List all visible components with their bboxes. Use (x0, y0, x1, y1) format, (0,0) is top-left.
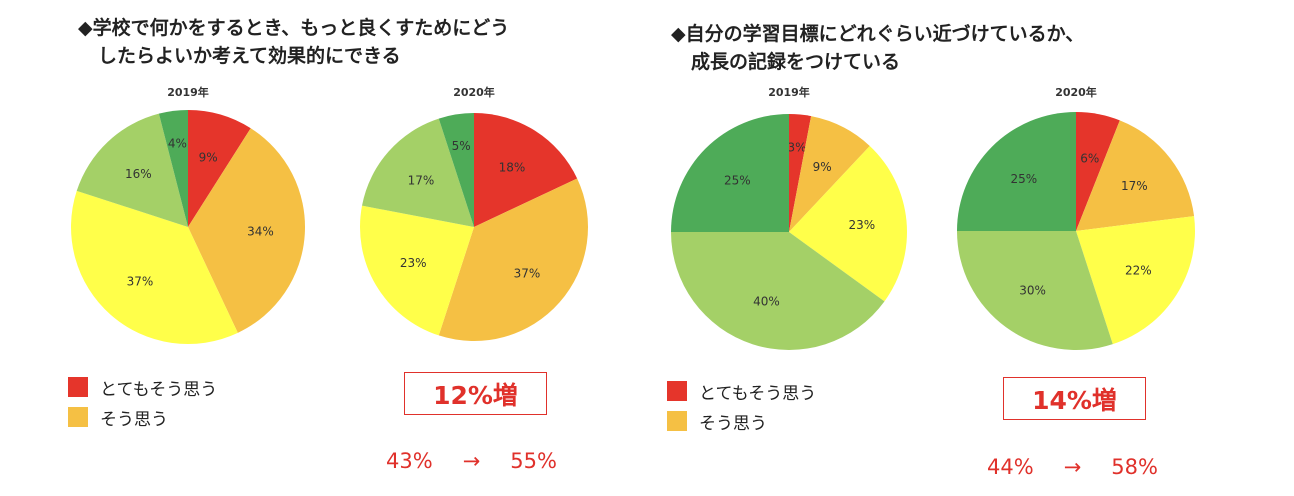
pie-slice-label: 25% (724, 173, 751, 187)
increase-badge: 12%増 (404, 372, 547, 415)
pie-slice-not-at-all (957, 112, 1076, 231)
legend-item-very-much: とてもそう思う (667, 376, 816, 406)
pie-slice-label: 34% (247, 225, 274, 239)
title-line-1: ◆自分の学習目標にどれぐらい近づけているか、 (671, 23, 1085, 45)
pie-slice-label: 37% (127, 274, 154, 288)
legend-item-very-much: とてもそう思う (68, 372, 217, 402)
pie-slice-label: 17% (1121, 179, 1148, 193)
pie-slice-very-much (1076, 112, 1120, 231)
legend-swatch-orange (68, 407, 88, 427)
pie-slice-label: 9% (199, 150, 218, 164)
pie-slice-very-much (474, 113, 578, 227)
legend-item-somewhat: そう思う (667, 406, 816, 436)
change-from: 44% (987, 455, 1034, 479)
pie-slice-label: 9% (813, 160, 832, 174)
pie-slice-label: 23% (400, 256, 427, 270)
legend-swatch-red (667, 381, 687, 401)
increase-badge: 14%増 (1003, 377, 1146, 420)
pie-slice-very-much (789, 114, 812, 232)
change-to: 55% (510, 449, 557, 473)
panel-title: ◆自分の学習目標にどれぐらい近づけているか、 成長の記録をつけている (671, 20, 1271, 76)
pie-slice-not-much (671, 232, 885, 350)
pie-year-label: 2019年 (768, 85, 810, 99)
panel-title: ◆学校で何かをするとき、もっと良くすためにどう したらよいか考えて効果的にできる (78, 14, 638, 70)
legend-label: そう思う (699, 413, 767, 434)
title-line-2: したらよいか考えて効果的にできる (98, 45, 401, 67)
pie-slice-label: 17% (408, 173, 435, 187)
legend: とてもそう思う そう思う (68, 372, 217, 432)
legend-label: とてもそう思う (100, 379, 218, 400)
pie-slice-label: 40% (753, 295, 780, 309)
pie-chart-2019-right: 2019年 3% 9% 23% 40% 25% (671, 85, 908, 350)
pie-slice-somewhat (789, 116, 870, 232)
change-to: 58% (1111, 455, 1158, 479)
pie-slice-label: 5% (452, 139, 471, 153)
pie-slice-not-much (362, 118, 474, 227)
pie-chart-2020-right: 2020年 6% 17% 22% 30% 25% (957, 85, 1195, 351)
pie-slice-label: 25% (1010, 172, 1037, 186)
pie-slice-somewhat (438, 178, 589, 342)
pie-year-label: 2019年 (167, 85, 209, 99)
pie-slice-a-little (360, 205, 474, 336)
pie-slice-somewhat (188, 128, 305, 333)
pie-slice-label: 16% (125, 167, 152, 181)
title-line-2: 成長の記録をつけている (691, 51, 901, 73)
pie-chart-2020-left: 2020年 18% 37% 23% 17% 5% (360, 85, 589, 342)
pie-slice-label: 18% (499, 160, 526, 174)
legend: とてもそう思う そう思う (667, 376, 816, 436)
pie-chart-2019-left: 2019年 9% 34% 37% 16% 4% (71, 85, 305, 344)
legend-swatch-orange (667, 411, 687, 431)
arrow-icon: → (1063, 455, 1082, 479)
pie-slice-label: 22% (1125, 264, 1152, 278)
pie-slice-label: 37% (514, 267, 541, 281)
pie-slice-not-at-all (671, 114, 789, 232)
pie-slice-label: 4% (168, 136, 187, 150)
change-summary: 43% → 55% (386, 449, 557, 473)
pie-slice-a-little (1076, 216, 1195, 345)
legend-swatch-red (68, 377, 88, 397)
pie-slice-label: 3% (787, 140, 806, 154)
pie-slice-label: 23% (848, 218, 875, 232)
pie-slice-a-little (71, 190, 238, 344)
pie-year-label: 2020年 (453, 85, 495, 99)
right-panel: ◆自分の学習目標にどれぐらい近づけているか、 成長の記録をつけている 2019年… (647, 0, 1294, 496)
pie-slice-not-much (957, 231, 1113, 351)
pie-slice-not-at-all (438, 113, 474, 227)
pie-slice-not-at-all (158, 110, 188, 227)
arrow-icon: → (462, 449, 481, 473)
pie-year-label: 2020年 (1055, 85, 1097, 99)
legend-item-somewhat: そう思う (68, 402, 217, 432)
title-line-1: ◆学校で何かをするとき、もっと良くすためにどう (78, 17, 510, 39)
legend-label: とてもそう思う (699, 383, 817, 404)
left-panel: ◆学校で何かをするとき、もっと良くすためにどう したらよいか考えて効果的にできる… (68, 14, 638, 473)
pie-slice-somewhat (1076, 120, 1195, 231)
pie-slice-not-much (76, 113, 188, 227)
change-from: 43% (386, 449, 433, 473)
pie-slice-a-little (789, 145, 908, 302)
change-summary: 44% → 58% (987, 455, 1158, 479)
pie-slice-very-much (188, 110, 251, 227)
legend-label: そう思う (100, 409, 168, 430)
pie-slice-label: 30% (1019, 284, 1046, 298)
pie-slice-label: 6% (1080, 152, 1099, 166)
